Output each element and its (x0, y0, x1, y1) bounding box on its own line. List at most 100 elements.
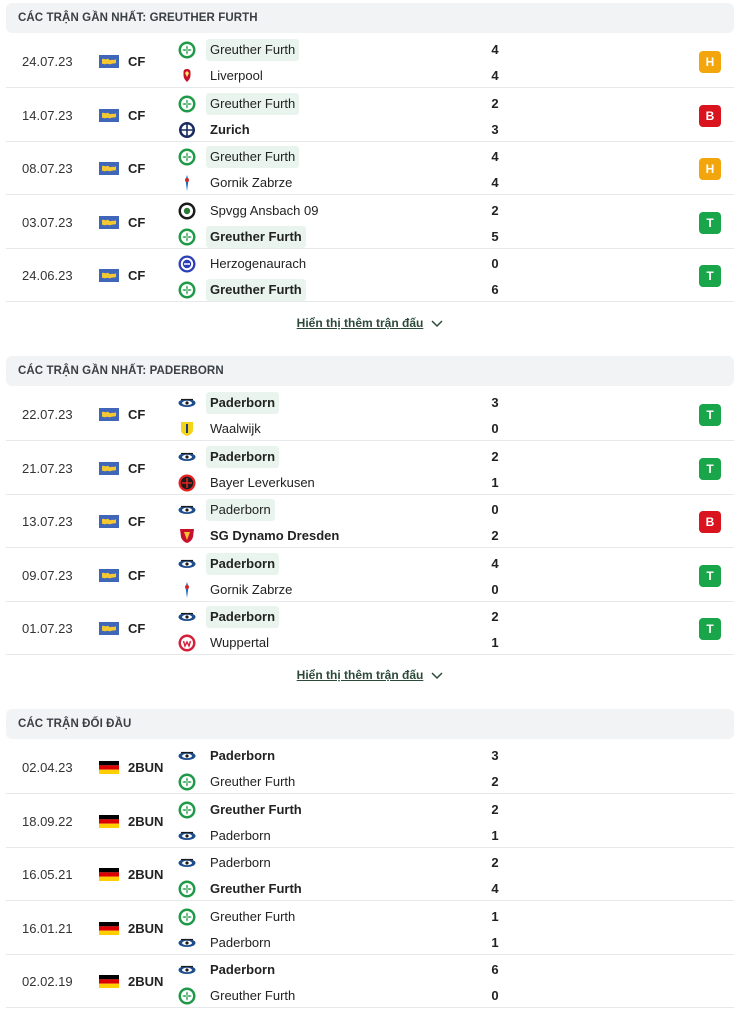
team-name[interactable]: Paderborn (210, 934, 271, 950)
chevron-down-icon[interactable] (431, 317, 443, 331)
home-score: 2 (491, 855, 499, 871)
match-row[interactable]: 14.07.23 CF Greuther Furth Zurich 2 3 B (6, 89, 734, 142)
leverkusen-logo (178, 474, 196, 492)
team-name[interactable]: Bayer Leverkusen (210, 474, 315, 490)
greuther-logo (178, 41, 196, 59)
league-code[interactable]: CF (128, 407, 146, 422)
away-score: 0 (491, 581, 499, 597)
match-row[interactable]: 16.01.21 2BUN Greuther Furth Paderborn 1 1 (6, 902, 734, 955)
match-date: 22.07.23 (22, 407, 73, 422)
match-row[interactable]: 24.07.23 CF Greuther Furth Liverpool 4 4 H (6, 35, 734, 88)
result-badge-loss: B (699, 511, 721, 534)
match-row[interactable]: 03.07.23 CF Spvgg Ansbach 09 Greuther Furth… (6, 196, 734, 249)
team-name[interactable]: Gornik Zabrze (210, 175, 293, 191)
team-name[interactable]: Paderborn (206, 445, 280, 468)
team-name[interactable]: Paderborn (210, 855, 271, 871)
world-flag (99, 515, 119, 529)
team-name[interactable]: Paderborn (206, 552, 280, 575)
league-code[interactable]: CF (128, 268, 146, 284)
home-score: 2 (491, 801, 499, 817)
league-code[interactable]: 2BUN (128, 867, 164, 883)
team-name[interactable]: Wuppertal (210, 635, 270, 651)
away-score: 1 (491, 934, 499, 950)
league-code[interactable]: CF (128, 214, 146, 230)
result-badge-win: T (699, 211, 721, 234)
team-name[interactable]: Greuther Furth (206, 92, 300, 115)
match-row[interactable]: 02.04.23 2BUN Paderborn Greuther Furth 3 2 (6, 741, 734, 794)
match-row[interactable]: 01.07.23 CF Paderborn Wuppertal 2 1 T (6, 602, 734, 656)
dresden-logo (178, 527, 196, 545)
team-name[interactable]: Greuther Furth (210, 908, 296, 924)
greuther-logo (178, 228, 196, 246)
league-code[interactable]: 2BUN (128, 974, 164, 990)
home-score: 2 (491, 95, 499, 111)
match-row[interactable]: 22.07.23 CF Paderborn Waalwijk 3 0 T (6, 388, 734, 441)
league-code[interactable]: CF (128, 54, 146, 69)
team-name[interactable]: Greuther Furth (210, 801, 302, 817)
match-row[interactable]: 24.06.23 CF Herzogenaurach Greuther Furth 0 6… (6, 249, 734, 303)
league-code[interactable]: 2BUN (128, 813, 164, 829)
team-name[interactable]: Waalwijk (210, 421, 261, 436)
wuppertal-logo (178, 634, 196, 652)
match-row[interactable]: 08.07.23 CF Greuther Furth Gornik Zabrze 4 4 H (6, 142, 734, 196)
show-more-label[interactable]: Hiển thị thêm trận đấu (296, 668, 424, 682)
away-score: 1 (491, 827, 499, 843)
team-name[interactable]: Spvgg Ansbach 09 (210, 202, 319, 218)
away-score: 1 (491, 635, 499, 651)
home-score: 1 (491, 908, 499, 924)
match-date: 09.07.23 (22, 567, 73, 583)
league-code[interactable]: CF (128, 514, 146, 530)
away-score: 4 (491, 68, 499, 83)
match-date: 18.09.22 (22, 813, 73, 829)
team-name[interactable]: Greuther Furth (206, 146, 300, 169)
greuther-logo (178, 987, 196, 1005)
match-date: 14.07.23 (22, 107, 73, 123)
greuther-logo (178, 148, 196, 166)
team-name[interactable]: Paderborn (206, 606, 280, 629)
league-code[interactable]: CF (128, 161, 146, 177)
team-name[interactable]: Paderborn (210, 962, 276, 978)
team-name[interactable]: Greuther Furth (210, 881, 302, 897)
league-code[interactable]: CF (128, 621, 146, 637)
team-name[interactable]: Herzogenaurach (210, 256, 307, 272)
germany-flag (99, 761, 119, 774)
league-code[interactable]: CF (128, 460, 146, 476)
show-more-label[interactable]: Hiển thị thêm trận đấu (296, 316, 424, 330)
team-name[interactable]: Greuther Furth (206, 39, 300, 61)
match-date: 08.07.23 (22, 161, 73, 177)
team-name[interactable]: Greuther Furth (210, 774, 296, 789)
world-flag (99, 408, 119, 421)
team-name[interactable]: Liverpool (210, 68, 263, 83)
match-row[interactable]: 21.07.23 CF Paderborn Bayer Leverkusen 2 1 T (6, 442, 734, 495)
match-row[interactable]: 02.02.19 2BUN Paderborn Greuther Furth 6 0 (6, 955, 734, 1009)
team-name[interactable]: Zurich (210, 121, 250, 137)
home-score: 0 (491, 256, 499, 272)
show-more-link[interactable]: Hiển thị thêm trận đấu (0, 316, 740, 336)
team-name[interactable]: Gornik Zabrze (210, 581, 293, 597)
match-row[interactable]: 16.05.21 2BUN Paderborn Greuther Furth 2 4 (6, 848, 734, 902)
away-score: 1 (491, 474, 499, 490)
section-header: CÁC TRẬN ĐỐI ĐẦU (6, 709, 734, 739)
home-score: 2 (491, 202, 499, 218)
team-name[interactable]: SG Dynamo Dresden (210, 528, 340, 544)
match-row[interactable]: 09.07.23 CF Paderborn Gornik Zabrze 4 0 T (6, 549, 734, 602)
team-name[interactable]: Paderborn (206, 392, 280, 414)
home-score: 4 (491, 149, 499, 165)
chevron-down-icon[interactable] (431, 669, 443, 683)
match-row[interactable]: 18.09.22 2BUN Greuther Furth Paderborn 2 1 (6, 795, 734, 848)
team-name[interactable]: Greuther Furth (206, 279, 306, 302)
team-name[interactable]: Paderborn (206, 499, 275, 522)
result-badge-draw: H (699, 158, 721, 181)
league-code[interactable]: 2BUN (128, 920, 164, 936)
team-name[interactable]: Paderborn (210, 748, 276, 763)
home-score: 6 (491, 962, 499, 978)
paderborn-logo (178, 394, 196, 412)
league-code[interactable]: CF (128, 567, 146, 583)
team-name[interactable]: Greuther Furth (210, 988, 296, 1004)
league-code[interactable]: 2BUN (128, 760, 164, 775)
match-row[interactable]: 13.07.23 CF Paderborn SG Dynamo Dresden 0 2 B (6, 495, 734, 549)
league-code[interactable]: CF (128, 107, 146, 123)
team-name[interactable]: Paderborn (210, 827, 271, 843)
show-more-link[interactable]: Hiển thị thêm trận đấu (0, 668, 740, 688)
team-name[interactable]: Greuther Furth (206, 225, 306, 248)
